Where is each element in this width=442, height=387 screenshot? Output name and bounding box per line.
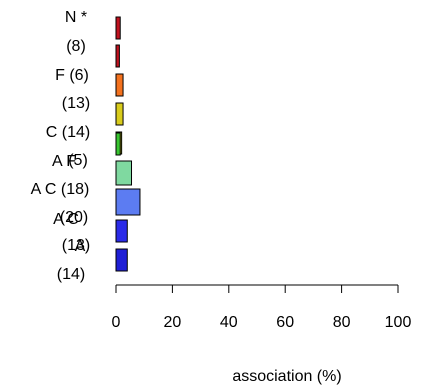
y-labels: N *(8)F (6)(13)C (14)(5)A FA C (18)(20)A… [31,9,91,283]
bar [115,160,133,186]
y-tick-label: N * [65,9,87,26]
x-axis-title: association (%) [232,368,341,385]
bar [115,102,124,126]
x-tick-label: 40 [220,314,238,331]
x-axis: 0 20 40 60 80 100 [112,284,412,331]
bar [115,248,128,272]
bar [115,44,120,68]
y-tick-label: (8) [66,38,86,55]
y-tick-label: A F [52,153,76,170]
x-tick-label: 100 [385,314,412,331]
bar [115,188,141,216]
bar [115,73,124,97]
x-tick-label: 60 [276,314,294,331]
bar [115,132,121,156]
y-tick-label: (14) [57,266,85,283]
bar [115,16,121,40]
y-tick-label: A [75,238,86,255]
y-tick-label: F (6) [55,67,89,84]
bar [115,219,128,243]
x-tick-label: 0 [112,314,121,331]
bars [115,16,141,272]
y-tick-label: (20) [60,209,88,226]
x-tick-label: 20 [164,314,182,331]
y-tick-label: (5) [68,152,88,169]
y-tick-label: A C (18) [31,181,90,198]
y-tick-label: C (14) [46,124,90,141]
y-tick-label: (13) [62,95,90,112]
x-tick-label: 80 [333,314,351,331]
y-tick-label: A C [53,211,79,228]
y-tick-label: (13) [62,237,90,254]
